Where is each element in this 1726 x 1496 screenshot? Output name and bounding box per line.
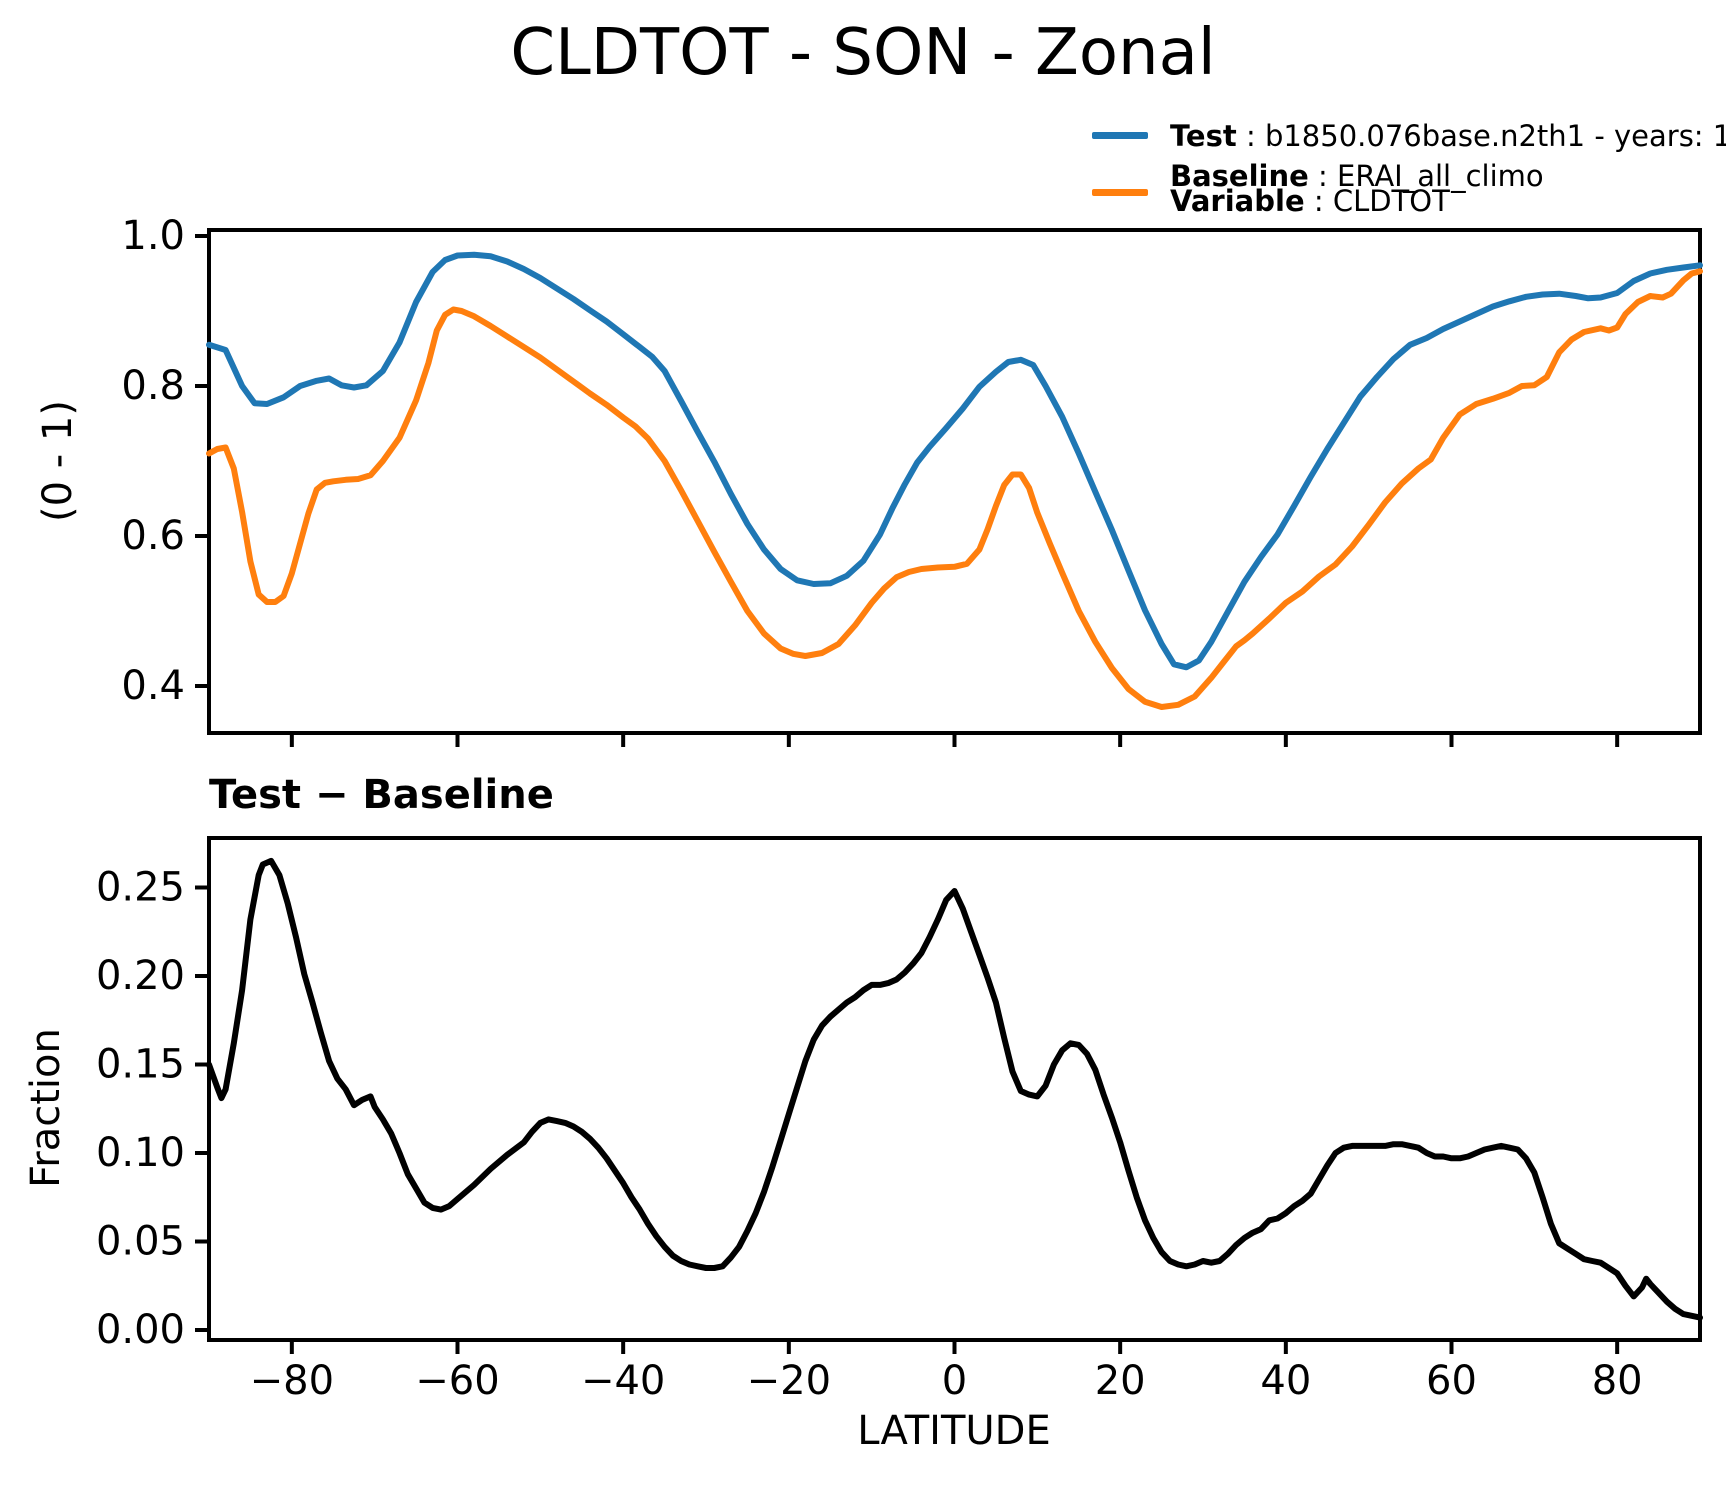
upper-axes-frame (207, 228, 1702, 735)
lower-axes: 0.25 0.20 0.15 0.10 0.05 0.00 −80 −60 −40 −20 0 20 4… (96, 836, 1703, 1404)
x-axis-label: LATITUDE (857, 1408, 1051, 1454)
y-tick-label: 0.4 (121, 663, 185, 709)
y-tick-label: 0.00 (96, 1307, 185, 1353)
test-line (206, 251, 1703, 671)
upper-y-axis-label: (0 - 1) (35, 400, 81, 522)
legend-baseline-desc: : ERAI_all_climo (1308, 159, 1544, 193)
baseline-line-swatch (1092, 189, 1148, 196)
legend-test-desc: : b1850.076base.n2th1 - years: 1-16 (1236, 119, 1726, 153)
x-tick-label: −60 (415, 1358, 499, 1404)
test-line-swatch (1092, 132, 1148, 139)
test-baseline-line (206, 857, 1703, 1321)
x-tick-label: −80 (250, 1358, 334, 1404)
lower-axes-frame (207, 836, 1702, 1342)
legend-test-entry: Test : b1850.076base.n2th1 - years: 1-16 (1170, 122, 1726, 151)
legend-variable-label: Variable (1170, 184, 1305, 218)
x-tick-label: 40 (1260, 1358, 1311, 1404)
y-tick-label: 0.25 (96, 865, 185, 911)
x-tick-label: 80 (1592, 1358, 1643, 1404)
baseline-line (206, 268, 1703, 710)
y-tick-label: 0.8 (121, 363, 185, 409)
y-tick-label: 0.6 (121, 513, 185, 559)
figure-title: CLDTOT - SON - Zonal (510, 16, 1216, 90)
y-tick-label: 0.20 (96, 953, 185, 999)
legend-baseline-entry: Baseline : ERAI_all_climo (1170, 162, 1544, 191)
y-tick-label: 0.05 (96, 1219, 185, 1265)
legend-baseline-label: Baseline (1170, 159, 1309, 193)
diff-plot-title: Test − Baseline (209, 772, 554, 818)
y-tick-label: 0.10 (96, 1130, 185, 1176)
x-tick-label: 60 (1426, 1358, 1477, 1404)
upper-axes: 1.0 0.8 0.6 0.4 (121, 213, 1703, 747)
x-tick-label: 0 (942, 1358, 967, 1404)
y-tick-label: 1.0 (121, 213, 185, 259)
x-tick-label: −20 (747, 1358, 831, 1404)
y-tick-label: 0.15 (96, 1042, 185, 1088)
x-tick-label: −40 (581, 1358, 665, 1404)
legend-variable-desc: : CLDTOT (1304, 184, 1450, 218)
legend-variable-entry: Variable : CLDTOT (1170, 187, 1450, 216)
legend-test-label: Test (1170, 119, 1237, 153)
x-tick-label: 20 (1095, 1358, 1146, 1404)
lower-y-axis-label: Fraction (23, 1028, 69, 1188)
